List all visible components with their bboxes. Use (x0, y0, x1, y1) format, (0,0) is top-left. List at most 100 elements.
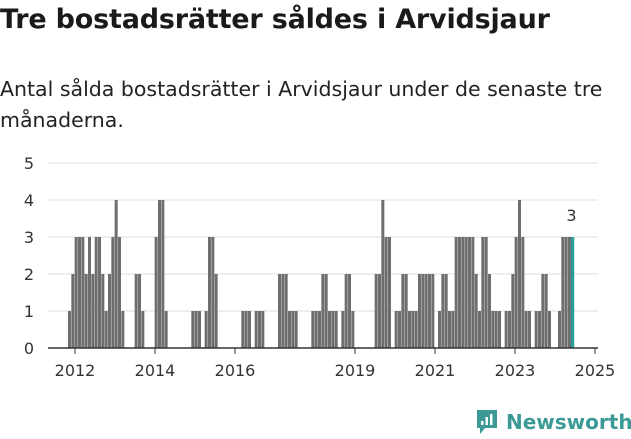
bar (411, 311, 415, 348)
bar (561, 237, 565, 348)
bar (558, 311, 561, 348)
brand-name: Newsworthy (506, 410, 631, 434)
x-tick-label: 2016 (215, 361, 256, 380)
chart-subtitle: Antal sålda bostadsrätter i Arvidsjaur u… (0, 77, 603, 132)
bar (471, 237, 475, 348)
bar (118, 237, 121, 348)
bar (491, 311, 495, 348)
bar (331, 311, 335, 348)
bar (88, 237, 91, 348)
bar (324, 274, 328, 348)
bar (418, 274, 421, 348)
bar (521, 237, 525, 348)
bar (398, 311, 401, 348)
bars (68, 200, 575, 348)
bar (198, 311, 201, 348)
bar (161, 200, 165, 348)
bar (394, 311, 398, 348)
highlight-bar (571, 237, 575, 348)
bar (528, 311, 531, 348)
bar (258, 311, 261, 348)
bar (454, 237, 458, 348)
bar (518, 200, 521, 348)
highlight-label: 3 (566, 206, 576, 225)
bar (101, 274, 105, 348)
x-tick-label: 2012 (55, 361, 96, 380)
bar (568, 237, 571, 348)
bar (481, 237, 485, 348)
x-tick-label: 2014 (135, 361, 176, 380)
bar (408, 311, 411, 348)
bar (291, 311, 295, 348)
bar (564, 237, 568, 348)
x-tick-label: 2019 (335, 361, 376, 380)
bar (328, 311, 331, 348)
bar (498, 311, 501, 348)
bar (134, 274, 138, 348)
bar (261, 311, 265, 348)
bar (114, 200, 118, 348)
bar (461, 237, 465, 348)
bar (141, 311, 145, 348)
bar (78, 237, 81, 348)
y-tick-label: 0 (24, 339, 34, 358)
bar-chart: 0 1 2 3 4 5 3 2012 2014 2016 2019 2021 2023 2025 (24, 154, 616, 380)
bar (84, 274, 88, 348)
bar (384, 237, 388, 348)
bar (94, 237, 98, 348)
bar (541, 274, 545, 348)
bar (208, 237, 211, 348)
bar (444, 274, 448, 348)
bar (488, 274, 491, 348)
bar (494, 311, 498, 348)
y-tick-label: 4 (24, 191, 34, 210)
bar (74, 237, 78, 348)
bar (474, 274, 478, 348)
bar (284, 274, 288, 348)
bar (438, 311, 441, 348)
y-tick-label: 3 (24, 228, 34, 247)
bar (464, 237, 468, 348)
bar (388, 237, 391, 348)
bar (104, 311, 108, 348)
bar (351, 311, 355, 348)
bar (428, 274, 431, 348)
bar (71, 274, 75, 348)
bar (538, 311, 541, 348)
bar (241, 311, 245, 348)
bar (164, 311, 168, 348)
bar (281, 274, 285, 348)
bar (508, 311, 511, 348)
bar (191, 311, 195, 348)
bar (248, 311, 251, 348)
bar (288, 311, 291, 348)
bar (138, 274, 141, 348)
newsworthy-logo-icon (477, 410, 497, 434)
bar (121, 311, 125, 348)
bar (321, 274, 325, 348)
bar (468, 237, 471, 348)
bar (484, 237, 488, 348)
x-tick-label: 2023 (495, 361, 536, 380)
bar (98, 237, 101, 348)
bar (524, 311, 528, 348)
bar (431, 274, 435, 348)
bar (194, 311, 198, 348)
y-tick-label: 2 (24, 265, 34, 284)
bar (478, 311, 481, 348)
bar (244, 311, 248, 348)
bar (108, 274, 111, 348)
bar (448, 311, 451, 348)
bar (334, 311, 338, 348)
bar (348, 274, 351, 348)
bar (214, 274, 218, 348)
bar (451, 311, 455, 348)
x-tick-label: 2021 (415, 361, 456, 380)
bar (374, 274, 378, 348)
bar (404, 274, 408, 348)
bar (91, 274, 95, 348)
bar (158, 200, 161, 348)
bar (81, 237, 85, 348)
bar (294, 311, 298, 348)
bar (458, 237, 461, 348)
